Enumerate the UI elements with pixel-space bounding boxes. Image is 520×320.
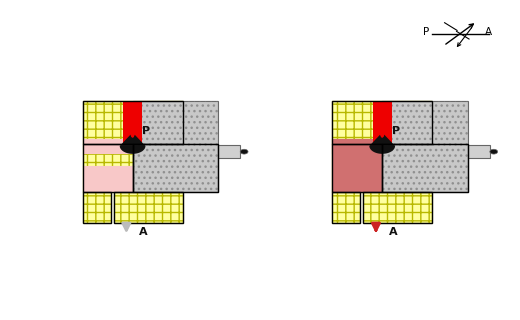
Bar [133,101,218,144]
Bar [332,139,382,154]
Bar [83,144,133,192]
Bar [83,192,111,223]
Text: P: P [423,27,429,37]
Bar [373,101,392,144]
Bar [83,166,133,192]
Bar [332,144,406,192]
Text: A: A [485,27,492,37]
Circle shape [490,149,498,154]
Bar [123,101,142,144]
Bar [363,192,432,223]
Bar [83,101,183,144]
Bar [382,144,468,192]
Bar [83,139,133,154]
Bar [114,192,183,223]
Bar [332,139,382,154]
Bar [332,192,360,223]
Bar [332,192,360,223]
Polygon shape [120,146,146,154]
Bar [114,192,183,223]
Bar [332,144,382,192]
Bar [133,101,218,144]
Bar [332,101,432,144]
Bar [83,192,111,223]
Text: A: A [139,227,148,237]
Bar [373,101,392,144]
Bar [114,192,183,223]
Bar [133,144,218,192]
Bar [468,145,490,158]
Text: P: P [142,125,150,136]
Bar [83,144,133,192]
Bar [363,192,432,223]
Bar [83,101,183,144]
Bar [83,101,183,144]
Bar [332,144,406,192]
Bar [382,144,468,192]
Text: A: A [388,227,397,237]
Bar [218,145,240,158]
Bar [382,101,468,144]
Polygon shape [120,132,146,146]
Text: P: P [392,125,400,136]
Bar [123,101,142,144]
Bar [133,144,218,192]
Bar [83,192,111,223]
Bar [332,144,382,192]
Bar [382,101,468,144]
Polygon shape [369,132,395,146]
Bar [133,144,218,192]
Bar [382,144,468,192]
Bar [332,101,432,144]
Circle shape [240,149,248,154]
Bar [363,192,432,223]
Polygon shape [369,146,395,154]
Bar [83,166,133,192]
Bar [332,192,360,223]
Bar [332,144,382,192]
Bar [83,139,133,154]
Bar [83,144,133,192]
Bar [332,101,432,144]
